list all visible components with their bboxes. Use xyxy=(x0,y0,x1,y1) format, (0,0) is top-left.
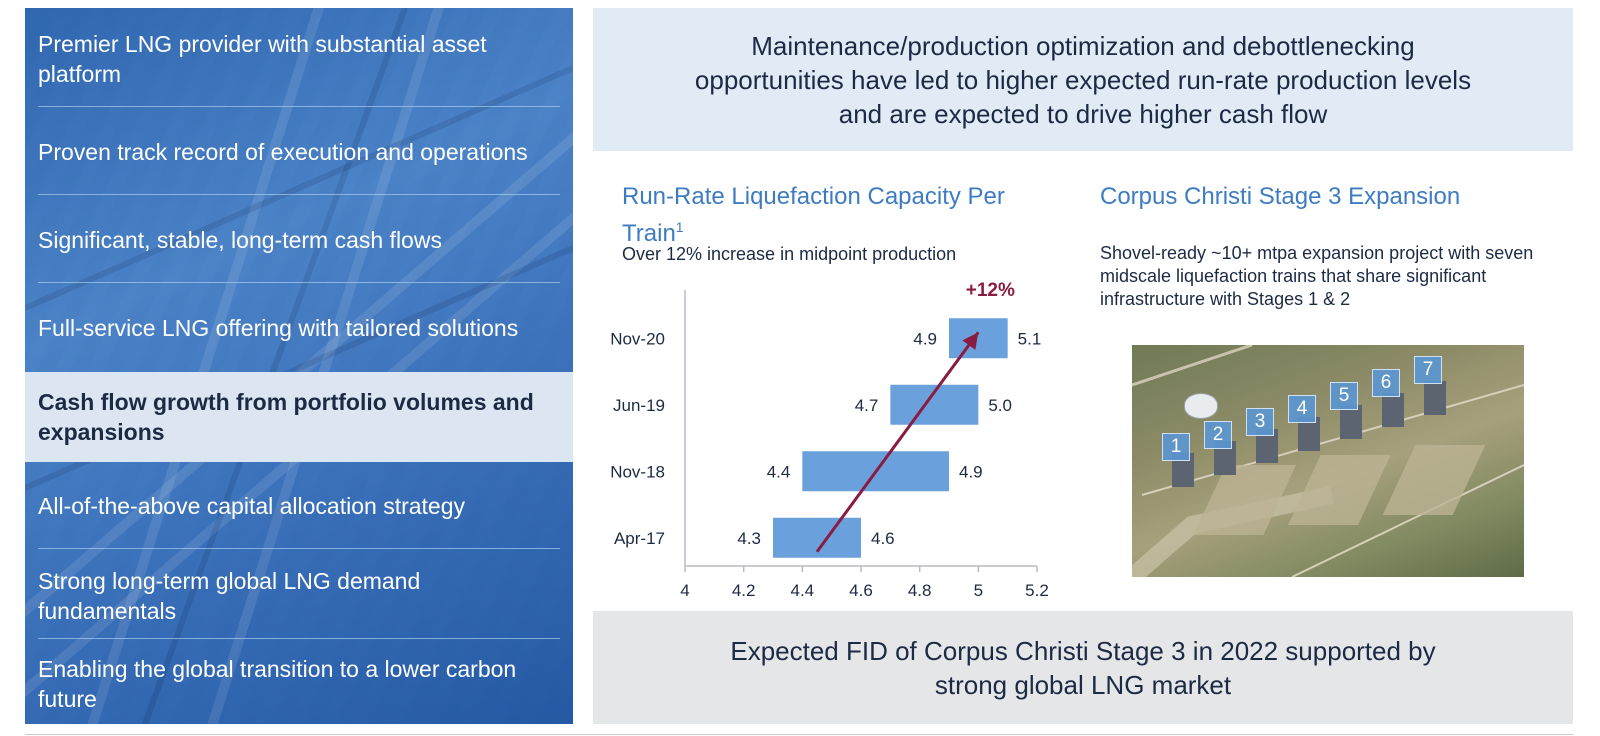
category-label: Jun-19 xyxy=(613,396,665,415)
left-panel: Premier LNG provider with substantial as… xyxy=(25,8,573,724)
low-value-label: 4.4 xyxy=(767,462,791,481)
divider xyxy=(38,194,560,195)
category-label: Apr-17 xyxy=(614,529,665,548)
footnote-marker: 1 xyxy=(675,219,684,235)
high-value-label: 5.1 xyxy=(1018,329,1042,348)
left-item-2: Proven track record of execution and ope… xyxy=(25,116,573,188)
bottom-callout-text: Expected FID of Corpus Christi Stage 3 i… xyxy=(730,635,1436,700)
low-value-label: 4.7 xyxy=(855,396,879,415)
divider xyxy=(38,548,560,549)
train-label-4: 4 xyxy=(1288,395,1316,423)
left-item-label: All-of-the-above capital allocation stra… xyxy=(38,493,466,519)
growth-annotation: +12% xyxy=(966,280,1015,301)
growth-arrow-line xyxy=(815,331,980,553)
train-label-1: 1 xyxy=(1162,433,1190,461)
divider xyxy=(38,638,560,639)
train-label-2: 2 xyxy=(1204,421,1232,449)
left-item-label: Premier LNG provider with substantial as… xyxy=(38,31,487,87)
plant-aerial-image: 1 2 3 4 5 6 7 xyxy=(1132,345,1524,577)
high-value-label: 4.6 xyxy=(871,529,895,548)
left-item-5-highlighted: Cash flow growth from portfolio volumes … xyxy=(25,372,573,462)
train-label-7: 7 xyxy=(1414,356,1442,384)
chart-title-text: Run-Rate Liquefaction Capacity Per Train xyxy=(622,183,1005,247)
low-value-label: 4.9 xyxy=(913,329,937,348)
left-item-4: Full-service LNG offering with tailored … xyxy=(25,292,573,364)
corpus-description: Shovel-ready ~10+ mtpa expansion project… xyxy=(1100,243,1534,309)
divider xyxy=(38,106,560,107)
x-tick-label: 5 xyxy=(974,581,983,600)
train-label-5: 5 xyxy=(1330,382,1358,410)
growth-arrow-head xyxy=(962,332,979,350)
x-tick-label: 4.2 xyxy=(732,581,756,600)
train-label-3: 3 xyxy=(1246,408,1274,436)
headline-box: Maintenance/production optimization and … xyxy=(593,8,1573,151)
x-tick-label: 4.8 xyxy=(908,581,932,600)
train-label-6: 6 xyxy=(1372,369,1400,397)
left-item-8: Enabling the global transition to a lowe… xyxy=(25,644,573,724)
range-bar xyxy=(949,318,1008,359)
corpus-title: Corpus Christi Stage 3 Expansion xyxy=(1100,183,1461,210)
x-tick-label: 5.2 xyxy=(1025,581,1049,600)
left-item-label: Enabling the global transition to a lowe… xyxy=(38,656,517,712)
bottom-callout: Expected FID of Corpus Christi Stage 3 i… xyxy=(593,611,1573,724)
category-label: Nov-18 xyxy=(610,462,665,481)
category-label: Nov-20 xyxy=(610,329,665,348)
left-item-label: Significant, stable, long-term cash flow… xyxy=(38,227,442,253)
left-item-label: Strong long-term global LNG demand funda… xyxy=(38,568,421,624)
storage-tank xyxy=(1184,393,1218,419)
high-value-label: 4.9 xyxy=(959,462,983,481)
footer-rule xyxy=(25,734,1573,735)
capacity-chart: 4 4.2 4.4 4.6 4.8 5 5.2 Nov-20 4.9 5.1 Jun-19 4.7 5.… xyxy=(610,280,1049,600)
chart-title: Run-Rate Liquefaction Capacity Per Train… xyxy=(622,182,1042,249)
left-item-label: Proven track record of execution and ope… xyxy=(38,139,528,165)
high-value-label: 5.0 xyxy=(988,396,1012,415)
left-item-1: Premier LNG provider with substantial as… xyxy=(25,20,573,98)
left-item-label: Cash flow growth from portfolio volumes … xyxy=(38,389,534,445)
left-item-3: Significant, stable, long-term cash flow… xyxy=(25,204,573,276)
left-item-6: All-of-the-above capital allocation stra… xyxy=(25,470,573,542)
left-item-label: Full-service LNG offering with tailored … xyxy=(38,315,519,341)
headline-text: Maintenance/production optimization and … xyxy=(694,30,1472,129)
x-tick-label: 4.4 xyxy=(791,581,815,600)
x-tick-label: 4.6 xyxy=(849,581,873,600)
chart-subtitle: Over 12% increase in midpoint production xyxy=(622,244,957,264)
low-value-label: 4.3 xyxy=(737,529,761,548)
left-item-7: Strong long-term global LNG demand funda… xyxy=(25,556,573,636)
x-tick-label: 4 xyxy=(680,581,689,600)
divider xyxy=(38,282,560,283)
plant-layout-graphic xyxy=(1132,345,1524,577)
